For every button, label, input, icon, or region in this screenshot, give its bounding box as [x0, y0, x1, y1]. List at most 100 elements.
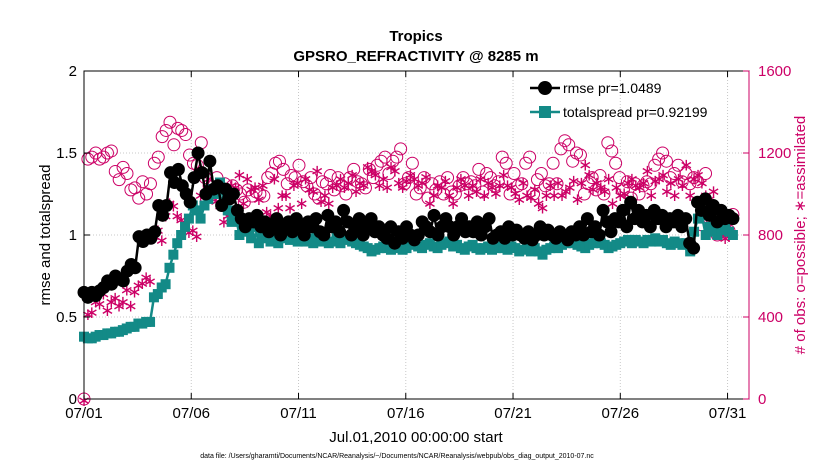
rmse-point: [427, 208, 441, 222]
assimilated-obs-point: ∗: [450, 178, 464, 198]
y-right-tick-label: 400: [758, 309, 783, 326]
possible-obs-point: [335, 179, 349, 193]
possible-obs-point: [546, 156, 560, 170]
possible-obs-point: [687, 171, 701, 185]
assimilated-obs-point: ∗: [248, 178, 262, 198]
grid: [83, 70, 749, 400]
rmse-point: [580, 212, 594, 226]
assimilated-obs-point: ∗: [574, 174, 588, 194]
assimilated-obs-point: ∗: [636, 174, 650, 194]
assimilated-obs-point: ∗: [613, 186, 627, 206]
assimilated-obs-point: ∗: [345, 166, 359, 186]
x-tick-label: 07/01: [65, 405, 103, 422]
y-right-tick-label: 800: [758, 227, 783, 244]
assimilated-obs-point: ∗: [392, 174, 406, 194]
legend-spread-marker: [539, 106, 551, 118]
assimilated-obs-point: ∗: [302, 180, 316, 200]
possible-obs-point: [448, 187, 462, 201]
assimilated-obs-point: ∗: [532, 194, 546, 214]
rmse-point: [191, 146, 205, 160]
assimilated-obs-point: ∗: [442, 186, 456, 206]
assimilated-obs-point: ∗: [497, 166, 511, 186]
assimilated-obs-point: ∗: [318, 186, 332, 206]
data-file-note: data file: /Users/gharamti/Documents/NCA…: [200, 453, 594, 460]
y-tick-label: 2: [69, 63, 77, 80]
possible-obs-point: [507, 167, 521, 180]
assimilated-obs-point: ∗: [563, 178, 577, 198]
possible-obs-point: [362, 162, 376, 176]
obs-layer: ∗∗∗∗∗∗∗∗∗∗∗∗∗∗∗∗∗∗∗∗∗∗∗∗∗∗∗∗∗∗∗∗∗∗∗∗∗∗∗∗…: [77, 115, 740, 411]
spread-point: [273, 238, 284, 249]
assimilated-obs-point: ∗: [279, 186, 293, 206]
assimilated-obs-point: ∗: [598, 182, 612, 202]
assimilated-obs-point: ∗: [652, 170, 666, 190]
spread-point: [168, 249, 179, 260]
x-axis-label: Jul.01,2010 00:00:00 start: [329, 429, 503, 446]
possible-obs-point: [104, 144, 118, 158]
rmse-point: [297, 228, 311, 242]
assimilated-obs-point: ∗: [640, 161, 654, 181]
possible-obs-point: [339, 187, 353, 201]
possible-obs-point: [562, 138, 576, 152]
spread-point: [180, 221, 191, 232]
assimilated-obs-point: ∗: [170, 207, 184, 227]
assimilated-obs-point: ∗: [434, 178, 448, 198]
possible-obs-point: [441, 171, 455, 185]
rmse-point: [411, 228, 425, 242]
rmse-point: [329, 215, 343, 229]
assimilated-obs-point: ∗: [252, 190, 266, 210]
possible-obs-point: [663, 171, 677, 185]
assimilated-obs-point: ∗: [695, 174, 709, 194]
assimilated-obs-point: ∗: [108, 289, 122, 309]
rmse-point: [270, 212, 284, 226]
spread-point: [195, 213, 206, 224]
spread-point: [727, 230, 738, 240]
possible-obs-point: [179, 128, 193, 142]
assimilated-obs-point: ∗: [372, 176, 386, 196]
assimilated-obs-point: ∗: [594, 178, 608, 198]
y-right-tick-label: 1200: [758, 145, 791, 162]
possible-obs-point: [288, 171, 302, 185]
assimilated-obs-point: ∗: [691, 166, 705, 186]
possible-obs-point: [597, 187, 611, 201]
assimilated-obs-point: ∗: [668, 186, 682, 206]
possible-obs-point: [476, 185, 490, 199]
y-axis-right-label: # of obs: o=possible; ∗=assimilated: [792, 116, 809, 355]
assimilated-obs-point: ∗: [427, 186, 441, 206]
rmse-point: [726, 212, 740, 226]
assimilated-obs-point: ∗: [349, 182, 363, 202]
possible-obs-point: [358, 181, 372, 195]
possible-obs-point: [523, 150, 537, 164]
possible-obs-point: [554, 142, 568, 156]
assimilated-obs-point: ∗: [85, 303, 99, 323]
y-right-tick-label: 1600: [758, 63, 791, 80]
assimilated-obs-point: ∗: [469, 182, 483, 202]
assimilated-obs-point: ∗: [648, 172, 662, 192]
assimilated-obs-point: ∗: [508, 184, 522, 204]
possible-obs-point: [656, 146, 670, 160]
possible-obs-point: [323, 169, 337, 183]
possible-obs-point: [534, 167, 548, 180]
assimilated-obs-point: ∗: [438, 172, 452, 192]
assimilated-obs-point: ∗: [664, 174, 678, 194]
possible-obs-point: [132, 191, 146, 205]
possible-obs-point: [636, 179, 650, 193]
rmse-point: [203, 154, 217, 168]
rmse-point: [455, 212, 469, 226]
rmse-point: [620, 220, 634, 234]
assimilated-obs-point: ∗: [376, 170, 390, 190]
possible-obs-point: [589, 183, 603, 197]
assimilated-obs-point: ∗: [419, 168, 433, 188]
assimilated-obs-point: ∗: [131, 276, 145, 296]
assimilated-obs-point: ∗: [275, 186, 289, 206]
y-tick-label: 0.5: [56, 309, 77, 326]
assimilated-obs-point: ∗: [462, 186, 476, 206]
x-tick-label: 07/16: [387, 405, 425, 422]
assimilated-obs-point: ∗: [481, 174, 495, 194]
assimilated-obs-point: ∗: [477, 186, 491, 206]
assimilated-obs-point: ∗: [430, 176, 444, 196]
assimilated-obs-point: ∗: [310, 161, 324, 181]
possible-obs-point: [542, 177, 556, 191]
possible-obs-point: [370, 158, 384, 172]
assimilated-obs-point: ∗: [384, 157, 398, 177]
